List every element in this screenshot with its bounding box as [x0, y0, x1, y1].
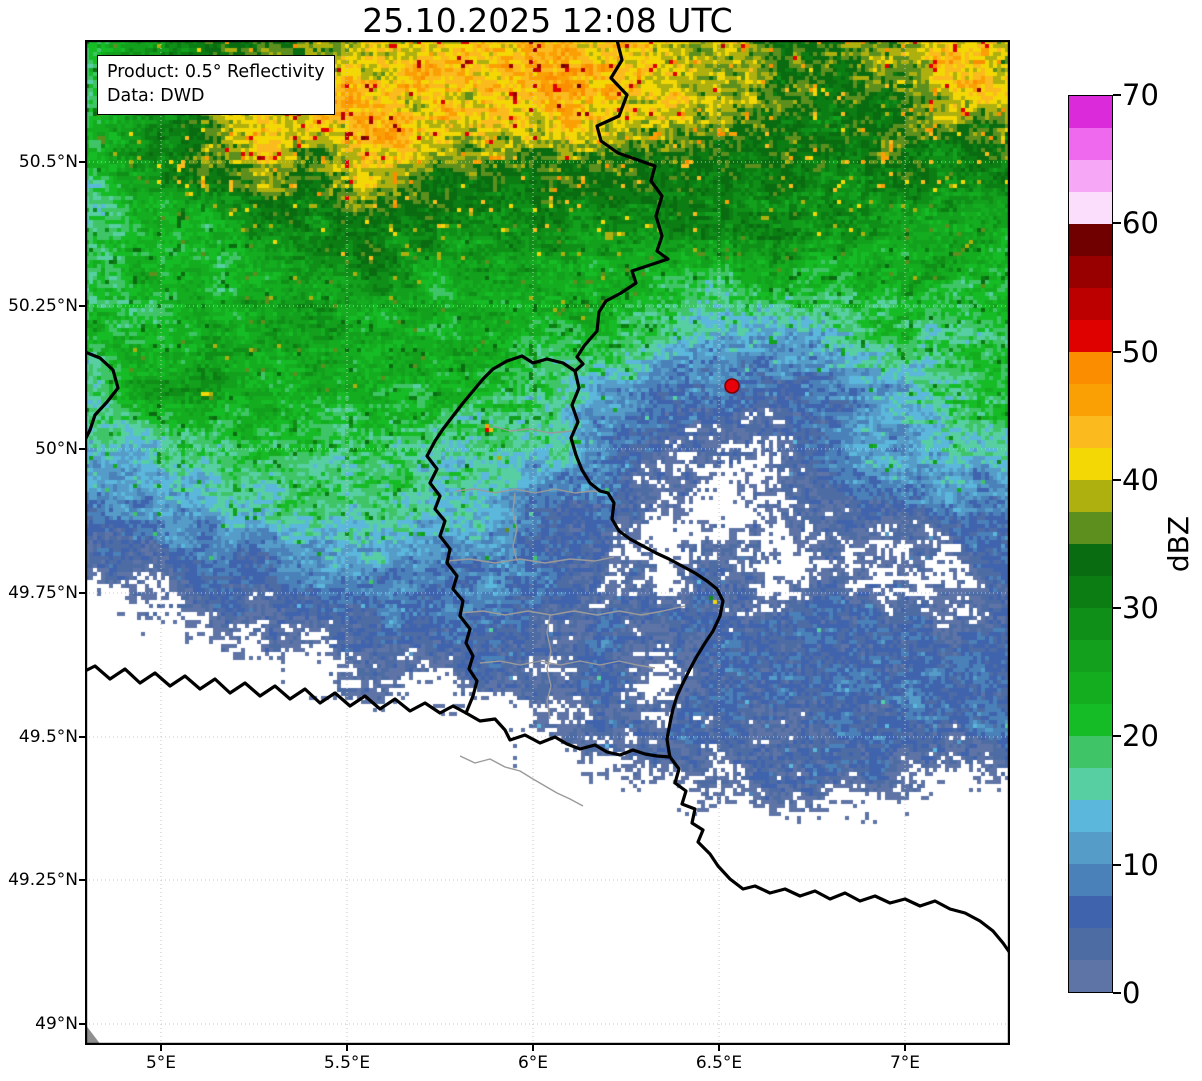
radar-echo-canvas	[85, 40, 1010, 1045]
x-tick-label: 6.5°E	[695, 1053, 743, 1073]
country-border-line	[85, 664, 468, 715]
x-tick-label: 7°E	[889, 1053, 921, 1073]
y-tick-label: 50.25°N	[8, 296, 78, 316]
admin-border-line	[492, 425, 573, 434]
colorbar-tick-mark	[1113, 607, 1121, 610]
colorbar-step	[1069, 160, 1112, 192]
colorbar-tick-mark	[1113, 94, 1121, 96]
product-line: Product: 0.5° Reflectivity	[107, 62, 325, 82]
colorbar-step	[1069, 704, 1112, 736]
colorbar-tick-label: 30	[1122, 591, 1159, 626]
colorbar-step	[1069, 960, 1112, 992]
y-tick-label: 49.5°N	[18, 727, 78, 747]
colorbar-tick-mark	[1113, 478, 1121, 481]
country-border-line	[85, 350, 120, 442]
colorbar-step	[1069, 512, 1112, 544]
y-tick-mark	[79, 305, 85, 307]
y-tick-label: 49.25°N	[8, 870, 78, 890]
country-border-line	[573, 40, 670, 373]
axes-frame	[85, 40, 1010, 1045]
colorbar-tick-label: 0	[1122, 976, 1141, 1010]
colorbar-step	[1069, 256, 1112, 288]
colorbar-step	[1069, 320, 1112, 352]
country-border-line	[425, 354, 577, 715]
colorbar-step	[1069, 448, 1112, 480]
y-tick-label: 50.5°N	[18, 152, 78, 172]
admin-border-line	[454, 488, 609, 494]
colorbar-step	[1069, 576, 1112, 608]
admin-border-line	[479, 660, 656, 669]
colorbar-tick-mark	[1113, 863, 1121, 866]
colorbar-step	[1069, 864, 1112, 896]
colorbar-step	[1069, 288, 1112, 320]
colorbar-tick-label: 50	[1122, 334, 1159, 369]
y-tick-mark	[79, 736, 85, 738]
colorbar-step	[1069, 384, 1112, 416]
colorbar-step	[1069, 96, 1112, 128]
colorbar-axis-label: dBZ	[1161, 515, 1195, 573]
admin-border-line	[546, 614, 552, 720]
y-tick-mark	[79, 448, 85, 450]
colorbar-tick-mark	[1113, 992, 1121, 994]
y-tick-label: 49.75°N	[8, 583, 78, 603]
colorbar-step	[1069, 480, 1112, 512]
colorbar-tick-label: 10	[1122, 847, 1159, 882]
x-tick-mark	[718, 1045, 720, 1051]
colorbar-step	[1069, 192, 1112, 224]
y-tick-label: 50°N	[35, 439, 78, 459]
country-border-line	[464, 711, 672, 759]
x-tick-mark	[532, 1045, 534, 1051]
map-axes: Product: 0.5° Reflectivity Data: DWD	[85, 40, 1010, 1045]
admin-border-line	[512, 492, 518, 562]
admin-border-line	[459, 755, 584, 807]
x-tick-mark	[904, 1045, 906, 1051]
colorbar-step	[1069, 768, 1112, 800]
colorbar-step	[1069, 224, 1112, 256]
colorbar-tick-mark	[1113, 735, 1121, 738]
figure-title: 25.10.2025 12:08 UTC	[362, 1, 733, 40]
scan-edge-wedge	[85, 1024, 101, 1045]
colorbar-step	[1069, 736, 1112, 768]
map-overlay	[85, 40, 1010, 1045]
colorbar-tick-mark	[1113, 350, 1121, 353]
colorbar-tick-label: 70	[1122, 78, 1159, 112]
x-tick-label: 5°E	[145, 1053, 177, 1073]
colorbar-step	[1069, 672, 1112, 704]
data-source-line: Data: DWD	[107, 86, 205, 106]
colorbar-tick-label: 40	[1122, 462, 1159, 497]
colorbar-step	[1069, 128, 1112, 160]
colorbar-tick-mark	[1113, 222, 1121, 225]
colorbar-step	[1069, 896, 1112, 928]
admin-border-line	[459, 605, 686, 616]
product-info-box: Product: 0.5° Reflectivity Data: DWD	[97, 55, 335, 115]
x-tick-label: 6°E	[517, 1053, 549, 1073]
y-tick-mark	[79, 592, 85, 594]
colorbar-tick-label: 60	[1122, 206, 1159, 241]
y-tick-mark	[79, 879, 85, 881]
colorbar-step	[1069, 608, 1112, 640]
colorbar-tick-label: 20	[1122, 719, 1159, 754]
colorbar	[1068, 95, 1113, 993]
country-border-line	[569, 369, 1010, 955]
y-tick-label: 49°N	[35, 1014, 78, 1034]
colorbar-step	[1069, 416, 1112, 448]
y-tick-mark	[79, 161, 85, 163]
colorbar-step	[1069, 928, 1112, 960]
colorbar-step	[1069, 832, 1112, 864]
y-tick-mark	[79, 1023, 85, 1025]
admin-border-line	[446, 556, 615, 564]
x-tick-mark	[346, 1045, 348, 1051]
colorbar-step	[1069, 800, 1112, 832]
colorbar-step	[1069, 544, 1112, 576]
colorbar-step	[1069, 640, 1112, 672]
colorbar-step	[1069, 352, 1112, 384]
x-tick-mark	[160, 1045, 162, 1051]
x-tick-label: 5.5°E	[323, 1053, 371, 1073]
radar-site-marker	[724, 378, 740, 394]
